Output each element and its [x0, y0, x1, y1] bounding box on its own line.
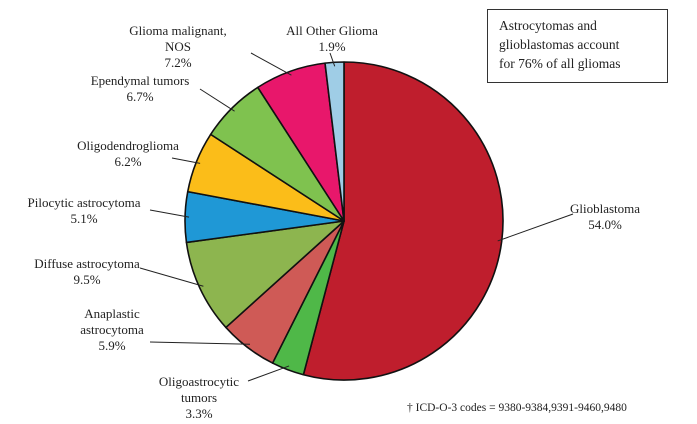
pie-slice-all-other-glioma — [324, 61, 345, 222]
slice-name-label: Anaplastic — [84, 306, 140, 321]
slice-name-label: Glioblastoma — [570, 201, 640, 216]
slice-value-label: 1.9% — [318, 39, 345, 54]
leader-line — [149, 209, 190, 218]
pie-slice-glioblastoma — [302, 61, 504, 381]
slice-name-label: Glioma malignant, — [129, 23, 226, 38]
slice-name-label: Pilocytic astrocytoma — [27, 195, 140, 210]
slice-value-label: 7.2% — [164, 55, 191, 70]
slice-name-label: Diffuse astrocytoma — [34, 256, 140, 271]
slice-name-label: Oligoastrocytic — [159, 374, 239, 389]
leader-line — [329, 52, 336, 67]
slice-value-label: 9.5% — [73, 272, 100, 287]
slice-name-label: Oligodendroglioma — [77, 138, 179, 153]
slice-name-label: NOS — [165, 39, 191, 54]
slice-name-label: All Other Glioma — [286, 23, 378, 38]
leader-line — [139, 267, 204, 287]
slice-value-label: 5.1% — [70, 211, 97, 226]
leader-line — [199, 88, 235, 112]
slice-value-label: 6.7% — [126, 89, 153, 104]
leader-line — [247, 365, 290, 382]
slice-name-label: tumors — [181, 390, 217, 405]
leader-line — [171, 157, 201, 164]
annotation-line-1: Astrocytomas and — [499, 18, 597, 33]
annotation-line-3: for 76% of all gliomas — [499, 56, 621, 71]
slice-name-label: astrocytoma — [80, 322, 144, 337]
footnote: † ICD-O-3 codes = 9380-9384,9391-9460,94… — [407, 402, 627, 414]
slice-value-label: 54.0% — [588, 217, 622, 232]
leader-line — [497, 213, 574, 242]
slice-name-label: Ependymal tumors — [91, 73, 190, 88]
annotation-box: Astrocytomas and glioblastomas account f… — [487, 9, 668, 83]
leader-line — [250, 52, 292, 76]
slice-value-label: 6.2% — [114, 154, 141, 169]
slice-value-label: 5.9% — [98, 338, 125, 353]
slice-value-label: 3.3% — [185, 406, 212, 421]
leader-line — [149, 341, 251, 345]
annotation-line-2: glioblastomas account — [499, 37, 620, 52]
pie-slice-diffuse-astrocytoma — [185, 220, 345, 329]
